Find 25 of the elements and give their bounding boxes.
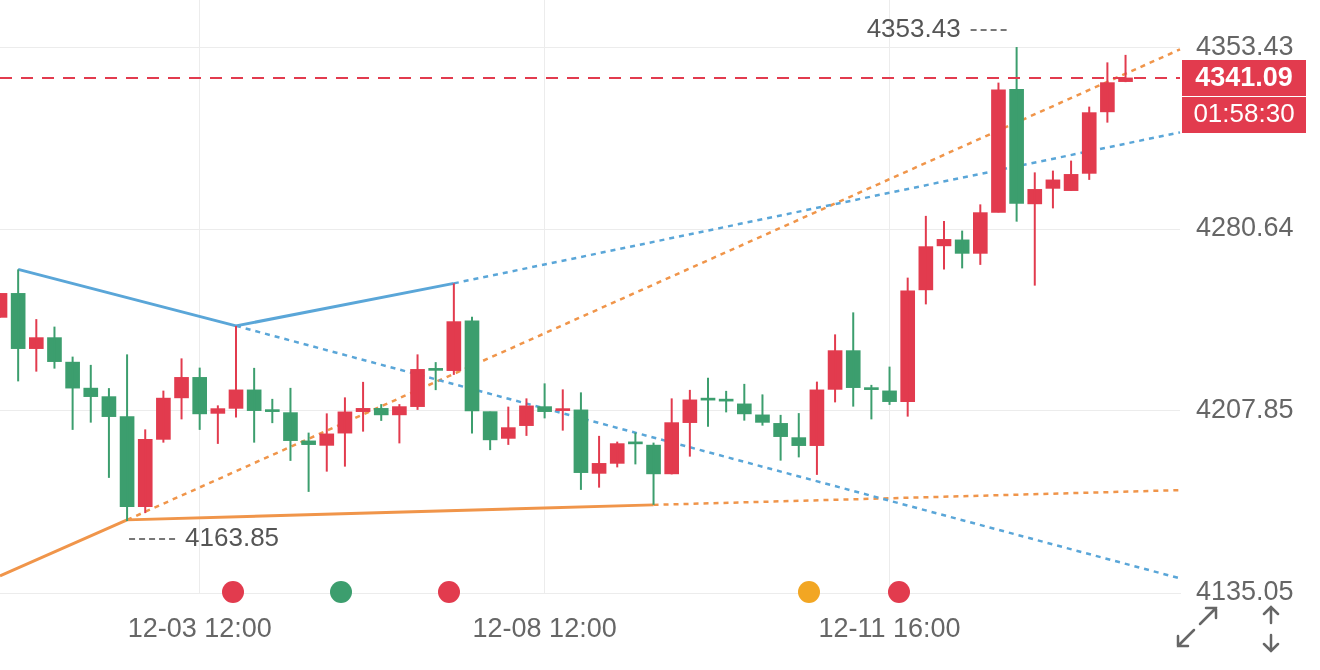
y-tick-label: 4207.85 — [1196, 394, 1294, 425]
candlestick — [28, 318, 44, 373]
y-tick-label: 4280.64 — [1196, 212, 1294, 243]
x-tick-label: 12-11 16:00 — [818, 612, 961, 643]
y-tick-label: 4353.43 — [1196, 30, 1294, 61]
candlestick — [283, 386, 298, 462]
candlestick — [609, 440, 625, 469]
ref-line-label: 4341.09 — [1195, 62, 1293, 93]
candlestick — [555, 388, 571, 432]
x-tick-label: 12-08 12:00 — [472, 612, 617, 643]
candlestick — [210, 404, 226, 445]
y-tick-label: 4135.05 — [1196, 576, 1294, 607]
candlestick — [428, 361, 444, 392]
candlestick — [1081, 105, 1097, 181]
annotation: 4163.85 — [185, 522, 280, 553]
annotation: 4353.43 — [866, 13, 961, 44]
candlestick — [264, 397, 280, 425]
candlestick — [500, 405, 516, 446]
candlestick — [47, 325, 62, 370]
candlestick — [537, 382, 552, 420]
candlestick — [791, 412, 807, 459]
candlestick — [972, 203, 988, 266]
candlestick — [864, 383, 879, 421]
x-tick-label: 12-03 12:00 — [127, 612, 272, 643]
text: 01:58:30 — [1193, 98, 1295, 129]
